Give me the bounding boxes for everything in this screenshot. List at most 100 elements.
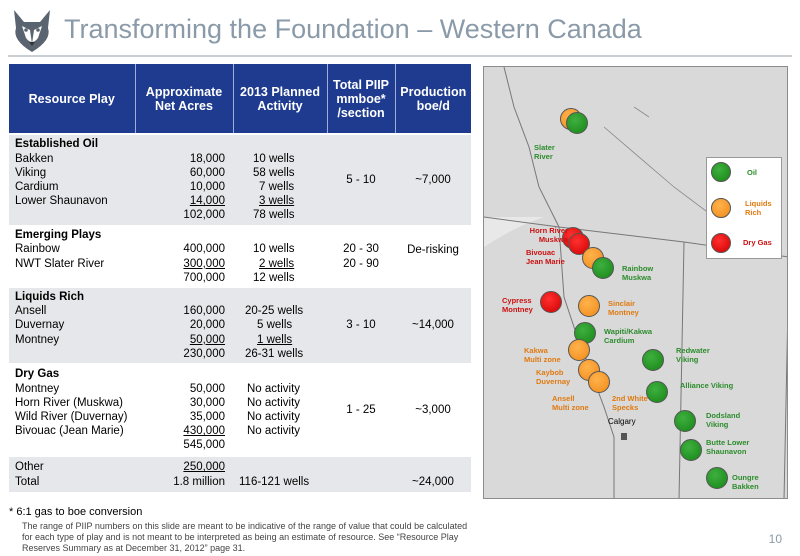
total-label: Total	[15, 475, 40, 488]
activity-value: 10 wells	[253, 243, 295, 256]
activity-subtotal: 12 wells	[253, 271, 295, 284]
activity-value: 2 wells	[259, 257, 295, 270]
group-emerging-plays: Emerging Plays Rainbow NWT Slater River …	[9, 225, 471, 287]
activity-value: 7 wells	[259, 181, 295, 193]
activity-value: 10 wells	[253, 152, 295, 165]
liquids-rich-marker	[588, 371, 610, 393]
group-name: Liquids Rich	[15, 290, 84, 303]
acres-value: 60,000	[189, 166, 225, 179]
oil-marker	[706, 467, 728, 489]
label-white-specks: 2nd White Specks	[612, 394, 648, 412]
production-value: De-risking	[395, 225, 471, 287]
activity-subtotal: 78 wells	[253, 209, 295, 222]
acres-total: 1.8 million	[173, 475, 225, 488]
oil-marker	[566, 112, 588, 134]
legend-liquids-label: Liquids Rich	[745, 199, 772, 217]
header-planned-activity: 2013 Planned Activity	[233, 64, 328, 134]
acres-value: 30,000	[189, 396, 225, 409]
acres-subtotal: 700,000	[183, 271, 225, 284]
piip-value: 20 - 30	[343, 243, 379, 256]
activity-value: 3 wells	[259, 195, 295, 208]
activity-value: No activity	[247, 411, 301, 423]
label-ansell: Ansell Multi zone	[552, 394, 589, 412]
activity-value: 1 wells	[257, 333, 293, 346]
piip-value: 3 - 10	[327, 286, 395, 364]
play-name: Duvernay	[15, 319, 65, 332]
header-resource-play: Resource Play	[9, 64, 136, 134]
footnote-disclaimer: The range of PIIP numbers on this slide …	[22, 521, 468, 553]
label-kakwa: Kakwa Multi zone	[524, 346, 561, 364]
label-wapiti: Wapiti/Kakwa Cardium	[604, 327, 653, 345]
acres-value: 300,000	[183, 257, 225, 270]
group-liquids-rich: Liquids Rich Ansell Duvernay Montney 160…	[9, 286, 471, 364]
map-base	[484, 67, 787, 498]
oil-marker	[642, 349, 664, 371]
production-total: ~24,000	[395, 455, 471, 492]
piip-value: 20 - 90	[343, 257, 379, 270]
dry-gas-marker	[540, 291, 562, 313]
label-bivouac: Bivouac Jean Marie	[526, 248, 565, 266]
group-name: Emerging Plays	[15, 229, 102, 242]
play-name: Montney	[15, 382, 60, 395]
play-name: Horn River (Muskwa)	[15, 396, 123, 409]
resource-play-table: Resource Play Approximate Net Acres 2013…	[9, 64, 471, 492]
western-canada-map: Slater River Horn River Muskwa Bivouac J…	[483, 66, 788, 499]
piip-value: 1 - 25	[327, 363, 395, 456]
acres-subtotal: 230,000	[183, 347, 225, 360]
legend-liquids-marker	[711, 198, 731, 218]
play-name: NWT Slater River	[15, 257, 105, 270]
label-redwater: Redwater Viking	[676, 346, 710, 364]
label-oungre: Oungre Bakken	[732, 473, 759, 491]
header-production: Production boe/d	[395, 64, 471, 134]
oil-marker	[592, 257, 614, 279]
activity-total: 116-121 wells	[239, 475, 310, 488]
label-horn-river: Horn River Muskwa	[529, 226, 568, 244]
husky-logo-icon	[14, 10, 50, 52]
legend-dry-gas-marker	[711, 233, 731, 253]
acres-value: 35,000	[189, 411, 225, 423]
page-title: Transforming the Foundation – Western Ca…	[64, 14, 642, 44]
label-calgary: Calgary	[608, 417, 636, 426]
oil-marker	[646, 381, 668, 403]
play-name: Ansell	[15, 305, 47, 318]
label-sinclair: Sinclair Montney	[608, 299, 639, 317]
group-name: Established Oil	[15, 138, 99, 151]
acres-value: 20,000	[189, 319, 225, 332]
play-name: Wild River (Duvernay)	[15, 411, 128, 423]
play-name: Bivouac (Jean Marie)	[15, 425, 124, 438]
label-alliance: Alliance Viking	[680, 381, 734, 390]
activity-value: 5 wells	[257, 319, 293, 332]
activity-value: No activity	[247, 382, 301, 395]
page-number: 10	[768, 532, 782, 546]
acres-value: 14,000	[189, 195, 225, 208]
header-net-acres: Approximate Net Acres	[135, 64, 234, 134]
acres-value: 10,000	[189, 181, 225, 193]
label-butte: Butte Lower Shaunavon	[706, 438, 750, 456]
acres-value: 50,000	[189, 333, 225, 346]
table-header-row: Resource Play Approximate Net Acres 2013…	[9, 64, 471, 134]
piip-value: 5 - 10	[327, 133, 395, 226]
acres-value: 400,000	[183, 243, 225, 256]
liquids-rich-marker	[578, 295, 600, 317]
play-name: Cardium	[15, 181, 59, 193]
footnote-conversion: * 6:1 gas to boe conversion	[9, 506, 143, 518]
group-established-oil: Established Oil Bakken Viking Cardium Lo…	[9, 133, 471, 226]
play-name: Lower Shaunavon	[15, 195, 108, 208]
acres-value: 430,000	[183, 425, 225, 438]
play-name: Bakken	[15, 152, 54, 165]
play-name: Viking	[15, 166, 47, 179]
activity-value: No activity	[247, 396, 301, 409]
play-name: Other	[15, 461, 44, 474]
play-name: Rainbow	[15, 243, 60, 256]
activity-value: 20-25 wells	[245, 305, 304, 318]
label-dodsland: Dodsland Viking	[706, 411, 741, 429]
label-cypress: Cypress Montney	[502, 296, 533, 314]
header-piip: Total PIIP mmboe* /section	[327, 64, 396, 134]
label-slater-river: Slater River	[534, 143, 555, 161]
acres-value: 160,000	[183, 305, 225, 318]
title-divider	[8, 55, 792, 57]
play-name: Montney	[15, 333, 60, 346]
map-legend: Oil Liquids Rich Dry Gas	[706, 157, 782, 259]
acres-value: 18,000	[189, 152, 225, 165]
activity-value: No activity	[247, 425, 301, 438]
